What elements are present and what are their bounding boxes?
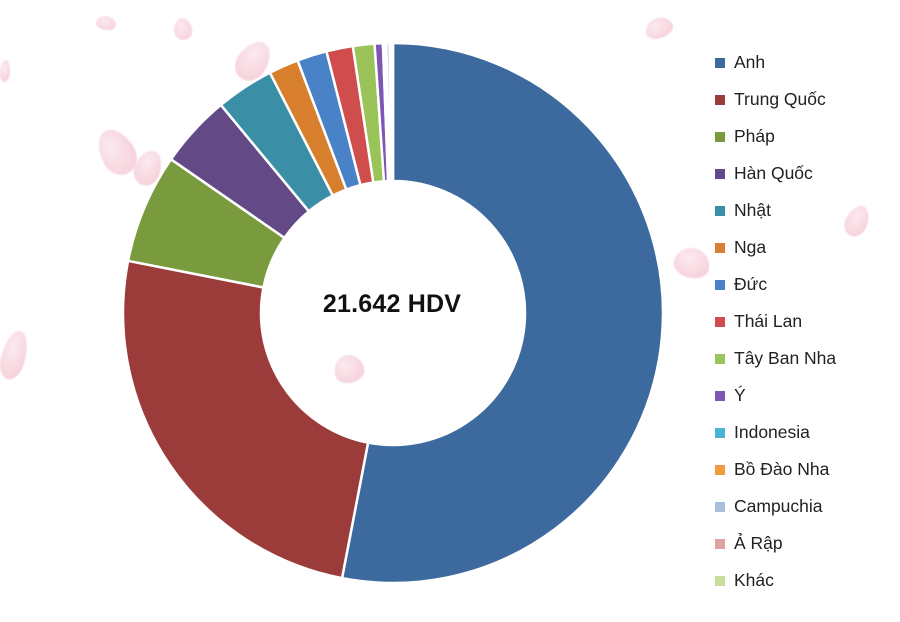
legend-label: Nhật [734,200,771,220]
legend-swatch [715,316,725,327]
legend-label: Hàn Quốc [734,163,813,183]
legend-swatch [715,131,725,142]
legend-item-tay-ban-nha: Tây Ban Nha [715,340,836,377]
center-label: 21.642 HDV [322,290,462,318]
legend-swatch [715,353,725,364]
legend-label: Ả Rập [734,533,783,553]
legend-item-indonesia: Indonesia [715,414,836,451]
legend-item-han-quoc: Hàn Quốc [715,155,836,192]
legend-label: Trung Quốc [734,89,826,109]
legend-item-campuchia: Campuchia [715,488,836,525]
legend-item-trung-quoc: Trung Quốc [715,81,836,118]
legend-label: Tây Ban Nha [734,348,837,368]
legend-item-bo-dao-nha: Bồ Đào Nha [715,451,836,488]
legend-swatch [715,57,725,68]
legend-swatch [715,279,725,290]
legend-item-khac: Khác [715,562,836,599]
chart-legend: Anh Trung Quốc Pháp Hàn Quốc Nhật Nga Đức Thái … [715,44,836,599]
legend-item-y: Ý [715,377,836,414]
legend-item-a-rap: Ả Rập [715,525,836,562]
legend-item-duc: Đức [715,266,836,303]
legend-item-anh: Anh [715,44,836,81]
legend-label: Anh [734,52,766,72]
legend-item-phap: Pháp [715,118,836,155]
legend-label: Thái Lan [734,311,803,331]
legend-swatch [715,501,725,512]
legend-swatch [715,427,725,438]
legend-swatch [715,168,725,179]
legend-label: Campuchia [734,496,823,516]
legend-item-thai-lan: Thái Lan [715,303,836,340]
slice-trung-quoc [121,259,370,580]
legend-label: Ý [734,385,746,405]
legend-swatch [715,242,725,253]
legend-swatch [715,205,725,216]
legend-swatch [715,575,725,586]
slice-khac [390,41,395,183]
legend-swatch [715,538,725,549]
legend-label: Indonesia [734,422,810,442]
legend-label: Pháp [734,126,775,146]
legend-label: Nga [734,237,767,257]
legend-label: Bồ Đào Nha [734,459,830,479]
legend-item-nga: Nga [715,229,836,266]
legend-swatch [715,94,725,105]
legend-label: Khác [734,570,774,590]
legend-swatch [715,390,725,401]
legend-swatch [715,464,725,475]
legend-label: Đức [734,274,768,294]
legend-item-nhat: Nhật [715,192,836,229]
slice-anh [340,41,665,585]
